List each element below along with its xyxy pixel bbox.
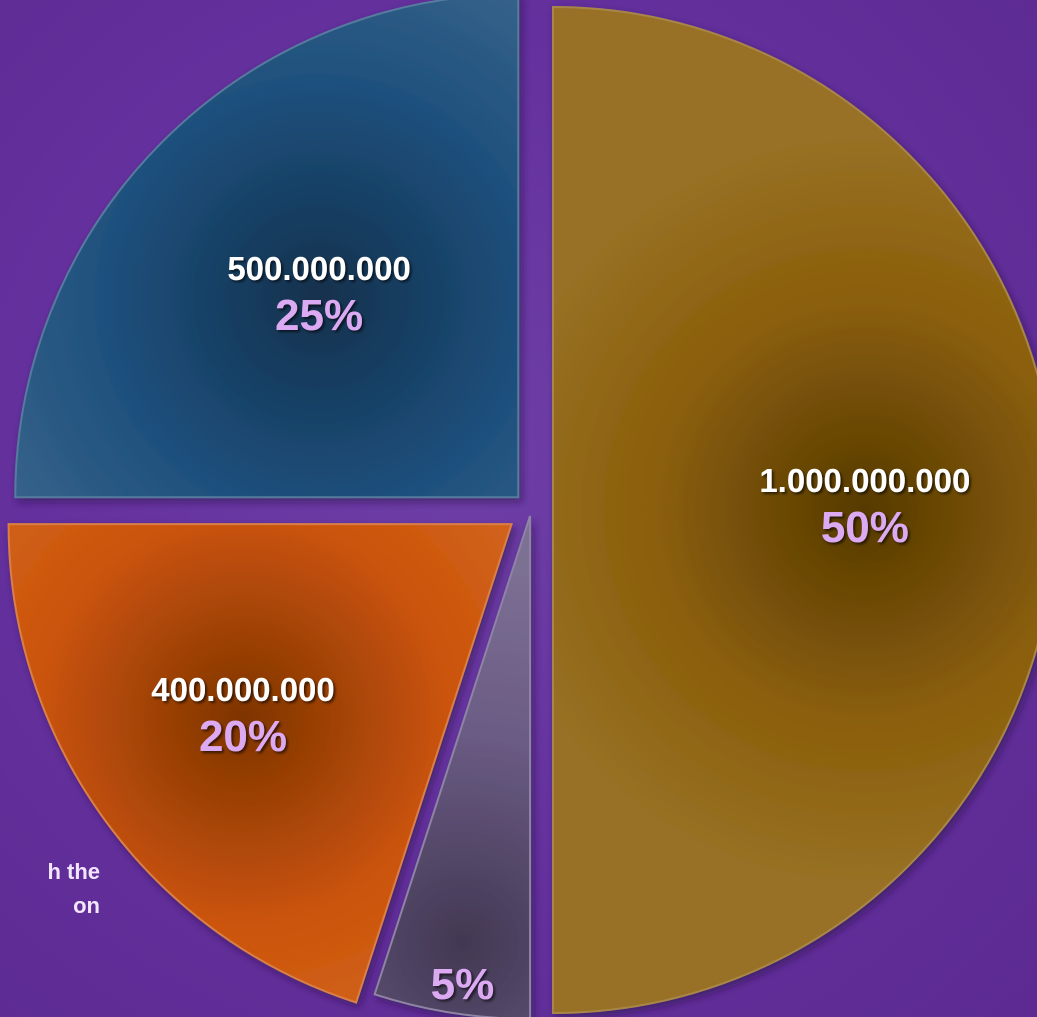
- pie-slice-25pct: [14, 0, 520, 499]
- slice-percent-label: 5%: [431, 960, 495, 1009]
- pie-slice-20pct: [7, 523, 513, 1004]
- pie-slice-50pct: [552, 5, 1037, 1015]
- pie-slice-5pct: [373, 515, 532, 1017]
- slice-value-label: 1.000.000.000: [759, 462, 970, 499]
- slice-percent-label: 50%: [821, 503, 909, 552]
- slice-percent-label: 25%: [275, 291, 363, 340]
- slice-percent-label: 20%: [199, 712, 287, 761]
- partial-side-note: h the on: [47, 859, 100, 918]
- slice-value-label: 400.000.000: [151, 671, 335, 708]
- slice-value-label: 500.000.000: [227, 250, 411, 287]
